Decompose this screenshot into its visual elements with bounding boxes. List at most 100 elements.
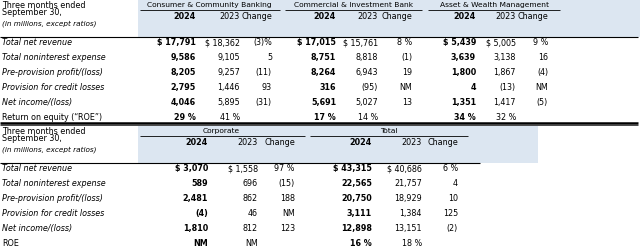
Text: 812: 812 (243, 224, 258, 233)
Text: NM: NM (193, 239, 208, 248)
Text: Total noninterest expense: Total noninterest expense (2, 53, 106, 62)
Text: 22,565: 22,565 (341, 179, 372, 188)
Text: 2,481: 2,481 (182, 194, 208, 203)
Text: 2,795: 2,795 (171, 83, 196, 92)
Text: 1,867: 1,867 (493, 68, 516, 77)
Text: (in millions, except ratios): (in millions, except ratios) (2, 20, 97, 27)
Text: 8,205: 8,205 (171, 68, 196, 77)
Text: 5: 5 (267, 53, 272, 62)
Text: (4): (4) (195, 209, 208, 218)
Text: 123: 123 (280, 224, 295, 233)
Text: Pre-provision profit/(loss): Pre-provision profit/(loss) (2, 68, 103, 77)
Text: (5): (5) (537, 98, 548, 107)
Text: 46: 46 (248, 209, 258, 218)
Text: Pre-provision profit/(loss): Pre-provision profit/(loss) (2, 194, 103, 203)
Text: 2024: 2024 (186, 138, 208, 147)
Text: 6 %: 6 % (443, 164, 458, 173)
Text: (1): (1) (401, 53, 412, 62)
Text: Return on equity (“ROE”): Return on equity (“ROE”) (2, 113, 102, 122)
Bar (138, 126, 538, 163)
Text: 696: 696 (243, 179, 258, 188)
Text: 6,943: 6,943 (355, 68, 378, 77)
Text: 29 %: 29 % (174, 113, 196, 122)
Text: $ 3,070: $ 3,070 (175, 164, 208, 173)
Text: 4,046: 4,046 (171, 98, 196, 107)
Text: $ 18,362: $ 18,362 (205, 38, 240, 47)
Text: (3)%: (3)% (253, 38, 272, 47)
Text: NM: NM (282, 209, 295, 218)
Text: 8 %: 8 % (397, 38, 412, 47)
Text: (4): (4) (537, 68, 548, 77)
Text: 316: 316 (319, 83, 336, 92)
Text: NM: NM (535, 83, 548, 92)
Bar (138, 0, 640, 37)
Text: 862: 862 (243, 194, 258, 203)
Text: 3,639: 3,639 (451, 53, 476, 62)
Text: 12,898: 12,898 (341, 224, 372, 233)
Text: 13,151: 13,151 (394, 224, 422, 233)
Text: $ 43,315: $ 43,315 (333, 164, 372, 173)
Text: 19: 19 (402, 68, 412, 77)
Text: Corporate: Corporate (203, 128, 240, 134)
Text: 10: 10 (448, 194, 458, 203)
Text: (95): (95) (362, 83, 378, 92)
Text: Commercial & Investment Bank: Commercial & Investment Bank (294, 2, 413, 8)
Text: 5,895: 5,895 (217, 98, 240, 107)
Text: (2): (2) (447, 224, 458, 233)
Text: (in millions, except ratios): (in millions, except ratios) (2, 146, 97, 153)
Text: ROE: ROE (2, 239, 19, 248)
Text: Change: Change (517, 12, 548, 21)
Text: 32 %: 32 % (495, 113, 516, 122)
Text: 5,027: 5,027 (355, 98, 378, 107)
Text: $ 17,791: $ 17,791 (157, 38, 196, 47)
Text: 125: 125 (443, 209, 458, 218)
Text: Net income/(loss): Net income/(loss) (2, 98, 72, 107)
Text: 93: 93 (262, 83, 272, 92)
Text: $ 40,686: $ 40,686 (387, 164, 422, 173)
Text: 18 %: 18 % (402, 239, 422, 248)
Text: 1,417: 1,417 (493, 98, 516, 107)
Text: Net income/(loss): Net income/(loss) (2, 224, 72, 233)
Text: Total: Total (380, 128, 397, 134)
Text: 2024: 2024 (173, 12, 196, 21)
Text: 2024: 2024 (314, 12, 336, 21)
Text: 1,810: 1,810 (183, 224, 208, 233)
Text: 3,138: 3,138 (493, 53, 516, 62)
Text: 9,105: 9,105 (218, 53, 240, 62)
Text: 2024: 2024 (349, 138, 372, 147)
Text: 18,929: 18,929 (394, 194, 422, 203)
Text: $ 5,005: $ 5,005 (486, 38, 516, 47)
Text: September 30,: September 30, (2, 8, 61, 17)
Text: 16 %: 16 % (350, 239, 372, 248)
Text: Change: Change (428, 138, 458, 147)
Text: 9,586: 9,586 (171, 53, 196, 62)
Text: 34 %: 34 % (454, 113, 476, 122)
Text: 3,111: 3,111 (347, 209, 372, 218)
Text: (11): (11) (256, 68, 272, 77)
Text: 8,264: 8,264 (310, 68, 336, 77)
Text: Asset & Wealth Management: Asset & Wealth Management (440, 2, 548, 8)
Text: Total net revenue: Total net revenue (2, 164, 72, 173)
Text: (13): (13) (500, 83, 516, 92)
Text: 8,818: 8,818 (356, 53, 378, 62)
Text: NM: NM (399, 83, 412, 92)
Text: (15): (15) (279, 179, 295, 188)
Text: September 30,: September 30, (2, 134, 61, 143)
Text: Total net revenue: Total net revenue (2, 38, 72, 47)
Text: Consumer & Community Banking: Consumer & Community Banking (147, 2, 271, 8)
Text: Provision for credit losses: Provision for credit losses (2, 83, 104, 92)
Text: $ 1,558: $ 1,558 (228, 164, 258, 173)
Text: 2023: 2023 (220, 12, 240, 21)
Text: 21,757: 21,757 (394, 179, 422, 188)
Text: Change: Change (264, 138, 295, 147)
Text: 2023: 2023 (358, 12, 378, 21)
Text: 97 %: 97 % (275, 164, 295, 173)
Text: 9,257: 9,257 (217, 68, 240, 77)
Text: Three months ended: Three months ended (2, 1, 86, 10)
Text: 589: 589 (191, 179, 208, 188)
Text: 9 %: 9 % (532, 38, 548, 47)
Text: 14 %: 14 % (358, 113, 378, 122)
Text: 4: 4 (453, 179, 458, 188)
Text: 20,750: 20,750 (341, 194, 372, 203)
Text: 1,351: 1,351 (451, 98, 476, 107)
